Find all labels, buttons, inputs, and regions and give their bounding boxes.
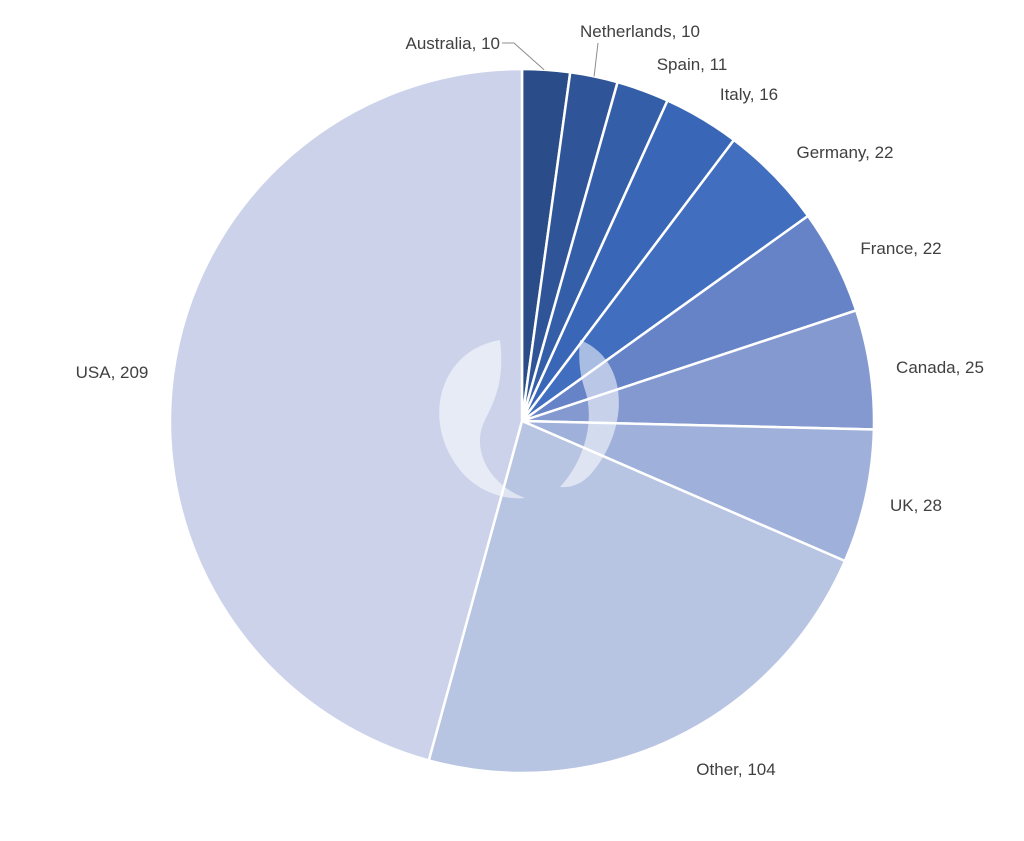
watermark-logo [439,340,619,499]
leader-lines [502,42,599,77]
labels-layer: Australia, 10 Netherlands, 10 Spain, 11 Ita… [76,22,984,779]
data-label-australia: Australia, 10 [406,34,501,53]
leader-line-australia [502,42,545,71]
data-label-italy: Italy, 16 [720,85,778,104]
pie-slice-usa [168,67,524,762]
leader-line-netherlands [593,42,599,77]
data-label-france: France, 22 [860,239,941,258]
slices-layer [168,67,876,775]
data-label-usa: USA, 209 [76,363,149,382]
pie-slice-uk [521,419,876,563]
pie-slice-other [427,419,847,775]
data-label-germany: Germany, 22 [796,143,893,162]
data-label-other: Other, 104 [696,760,775,779]
data-label-uk: UK, 28 [890,496,942,515]
data-label-netherlands: Netherlands, 10 [580,22,700,41]
data-label-spain: Spain, 11 [657,55,728,74]
data-label-canada: Canada, 25 [896,358,984,377]
